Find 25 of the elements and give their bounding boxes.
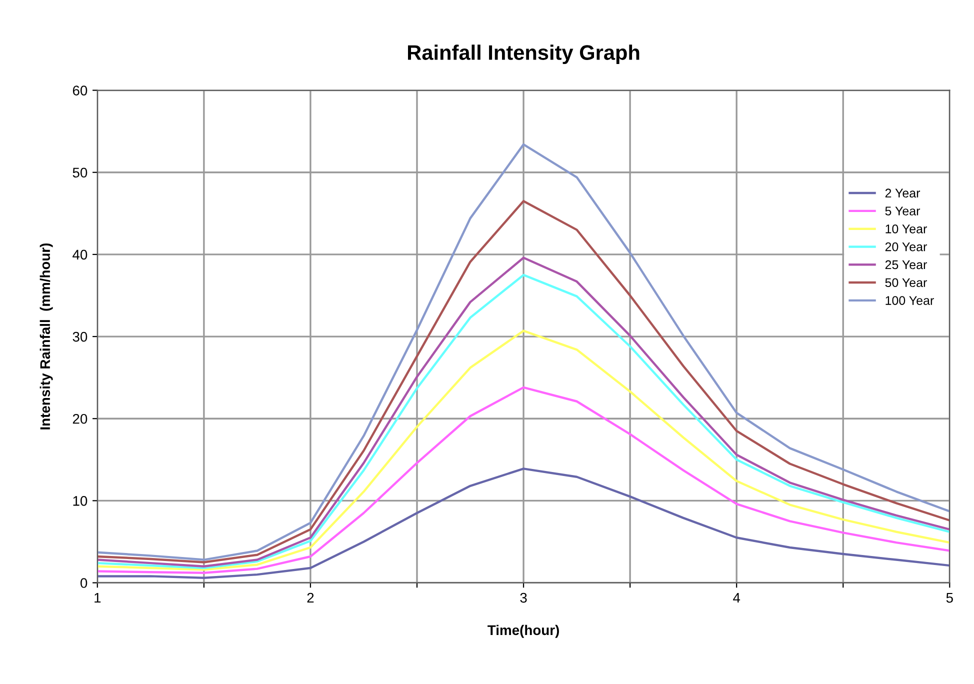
legend-label: 100 Year <box>886 296 934 305</box>
legend-label: 25 Year <box>885 260 927 270</box>
legend-label: 50 Year <box>885 278 927 288</box>
y-tick-label: 60 <box>72 86 88 96</box>
x-tick-label: 4 <box>733 593 740 603</box>
legend-label: 20 Year <box>885 242 927 252</box>
y-tick-label: 30 <box>72 332 88 342</box>
x-tick-label: 2 <box>307 592 314 603</box>
chart-title: Rainfall Intensity Graph <box>408 44 640 64</box>
legend-label: 2 Year <box>885 188 920 198</box>
y-tick-label: 0 <box>80 578 88 588</box>
x-tick-label: 1 <box>94 593 101 603</box>
y-tick-label: 50 <box>72 168 88 178</box>
legend-label: 10 Year <box>886 224 927 234</box>
legend-label: 5 Year <box>885 206 920 216</box>
x-tick-label: 3 <box>520 592 527 603</box>
y-axis-title: Intensity Rainfall (mm/hour) <box>40 243 53 430</box>
line-series <box>97 330 950 571</box>
y-tick-label: 10 <box>73 496 88 506</box>
x-axis-title: Time(hour) <box>488 624 559 638</box>
y-tick-label: 40 <box>72 250 88 260</box>
line-series <box>97 386 950 574</box>
line-series <box>97 468 950 579</box>
y-tick-label: 20 <box>72 414 88 424</box>
x-tick-label: 5 <box>946 593 953 603</box>
